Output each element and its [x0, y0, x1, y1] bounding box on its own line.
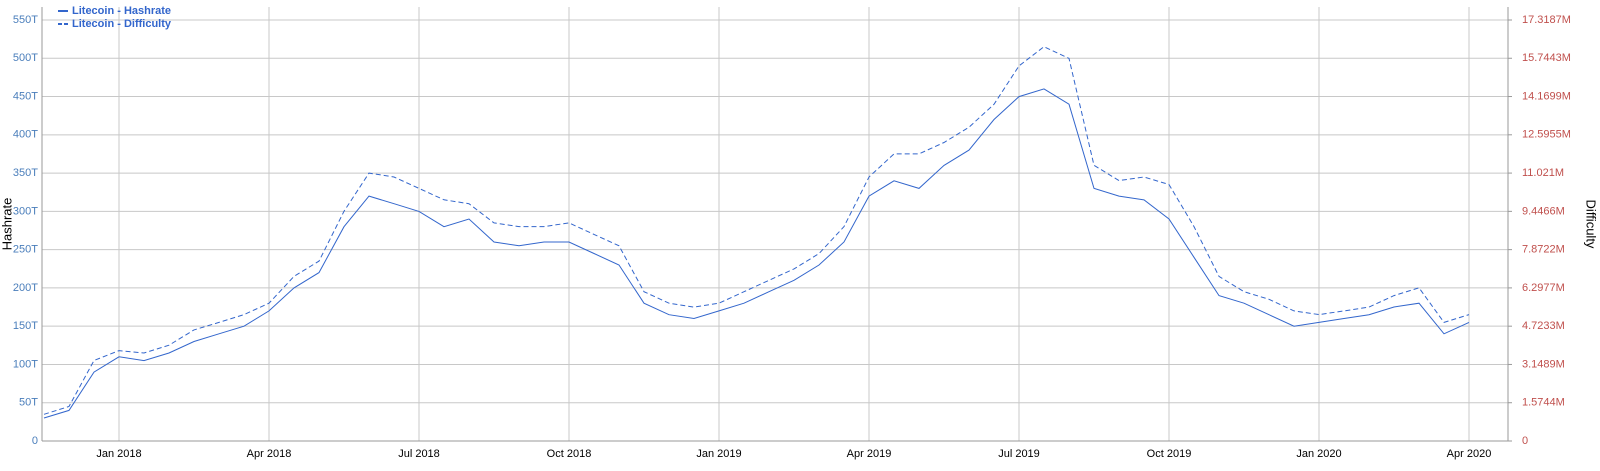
x-tick-label: Apr 2018	[247, 448, 292, 460]
x-tick-label: Jan 2019	[696, 448, 741, 460]
y2-tick-label: 11.021M	[1522, 167, 1564, 179]
x-tick-label: Apr 2019	[847, 448, 892, 460]
y-tick-label: 150T	[13, 320, 38, 332]
y2-tick-label: 3.1489M	[1522, 358, 1565, 370]
series-line	[43, 88, 1470, 419]
y-tick-label: 200T	[13, 282, 38, 294]
x-tick-label: Apr 2020	[1447, 448, 1492, 460]
x-tick-label: Oct 2019	[1147, 448, 1192, 460]
y2-tick-label: 17.3187M	[1522, 14, 1571, 26]
y-axis-title: Hashrate	[0, 198, 14, 251]
y2-tick-label: 0	[1522, 435, 1528, 447]
legend-label: Litecoin - Difficulty	[72, 18, 172, 30]
y2-tick-label: 14.1699M	[1522, 90, 1571, 102]
y-tick-label: 350T	[13, 167, 38, 179]
y2-tick-label: 6.2977M	[1522, 282, 1565, 294]
y-tick-label: 250T	[13, 244, 38, 256]
y2-axis-title: Difficulty	[1584, 200, 1599, 249]
y-tick-label: 50T	[19, 397, 38, 409]
x-tick-label: Oct 2018	[547, 448, 592, 460]
y2-tick-label: 15.7443M	[1522, 52, 1571, 64]
x-tick-label: Jan 2018	[96, 448, 141, 460]
y-tick-label: 300T	[13, 205, 38, 217]
y2-tick-label: 1.5744M	[1522, 397, 1565, 409]
y2-tick-label: 4.7233M	[1522, 320, 1565, 332]
x-tick-label: Jul 2018	[398, 448, 440, 460]
x-tick-label: Jan 2020	[1296, 448, 1341, 460]
legend-label: Litecoin - Hashrate	[72, 5, 171, 17]
y2-tick-label: 9.4466M	[1522, 205, 1565, 217]
series-line	[43, 46, 1470, 415]
y-tick-label: 550T	[13, 14, 38, 26]
x-tick-label: Jul 2019	[998, 448, 1040, 460]
y-tick-label: 0	[32, 435, 38, 447]
y2-tick-label: 7.8722M	[1522, 244, 1565, 256]
y-tick-label: 500T	[13, 52, 38, 64]
y2-tick-label: 12.5955M	[1522, 129, 1571, 141]
y-tick-label: 400T	[13, 129, 38, 141]
y-tick-label: 100T	[13, 358, 38, 370]
y-tick-label: 450T	[13, 90, 38, 102]
